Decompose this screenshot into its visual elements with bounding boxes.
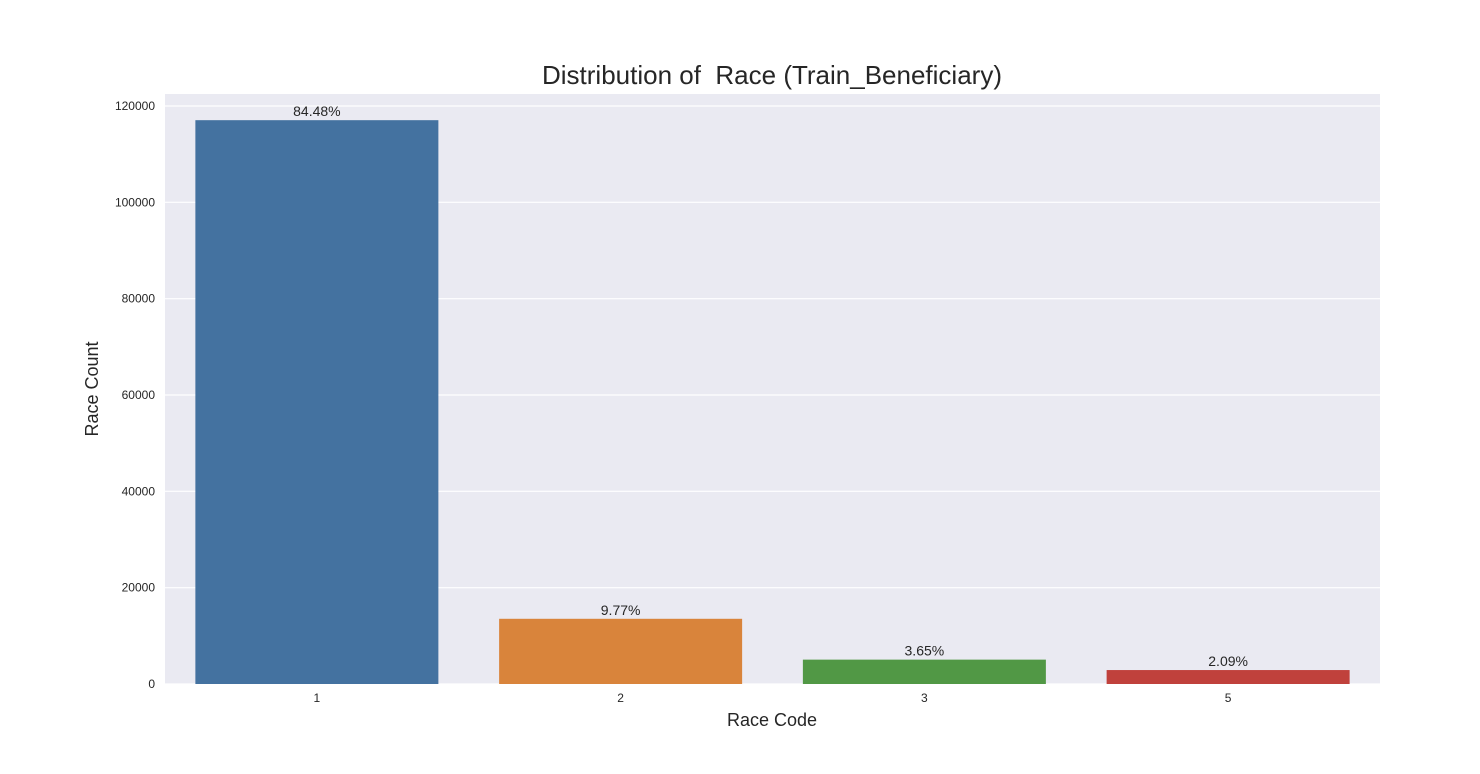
x-tick-label: 3 xyxy=(921,691,928,705)
y-tick-label: 100000 xyxy=(115,195,155,209)
x-tick-label: 1 xyxy=(314,691,321,705)
y-tick-labels: 0 20000 40000 60000 80000 100000 120000 xyxy=(115,99,155,691)
bar-1 xyxy=(195,120,439,684)
bar-5 xyxy=(1106,670,1350,684)
y-tick-label: 0 xyxy=(148,677,155,691)
x-tick-labels: 1 2 3 5 xyxy=(314,691,1232,705)
bar-2 xyxy=(499,618,743,684)
bar-label-1: 84.48% xyxy=(293,103,340,119)
chart-title: Distribution of Race (Train_Beneficiary) xyxy=(542,60,1002,90)
bar-labels: 84.48% 9.77% 3.65% 2.09% xyxy=(293,103,1248,669)
bars xyxy=(195,120,1350,684)
bar-label-5: 2.09% xyxy=(1208,653,1248,669)
y-tick-label: 120000 xyxy=(115,99,155,113)
x-tick-label: 5 xyxy=(1225,691,1232,705)
y-tick-label: 60000 xyxy=(122,388,156,402)
x-axis-label: Race Code xyxy=(727,710,817,730)
y-tick-label: 20000 xyxy=(122,581,156,595)
y-axis-label: Race Count xyxy=(82,341,102,436)
x-tick-label: 2 xyxy=(617,691,624,705)
bar-3 xyxy=(802,659,1046,684)
bar-label-2: 9.77% xyxy=(601,602,641,618)
bar-label-3: 3.65% xyxy=(905,643,945,659)
y-tick-label: 40000 xyxy=(122,484,156,498)
y-tick-label: 80000 xyxy=(122,292,156,306)
